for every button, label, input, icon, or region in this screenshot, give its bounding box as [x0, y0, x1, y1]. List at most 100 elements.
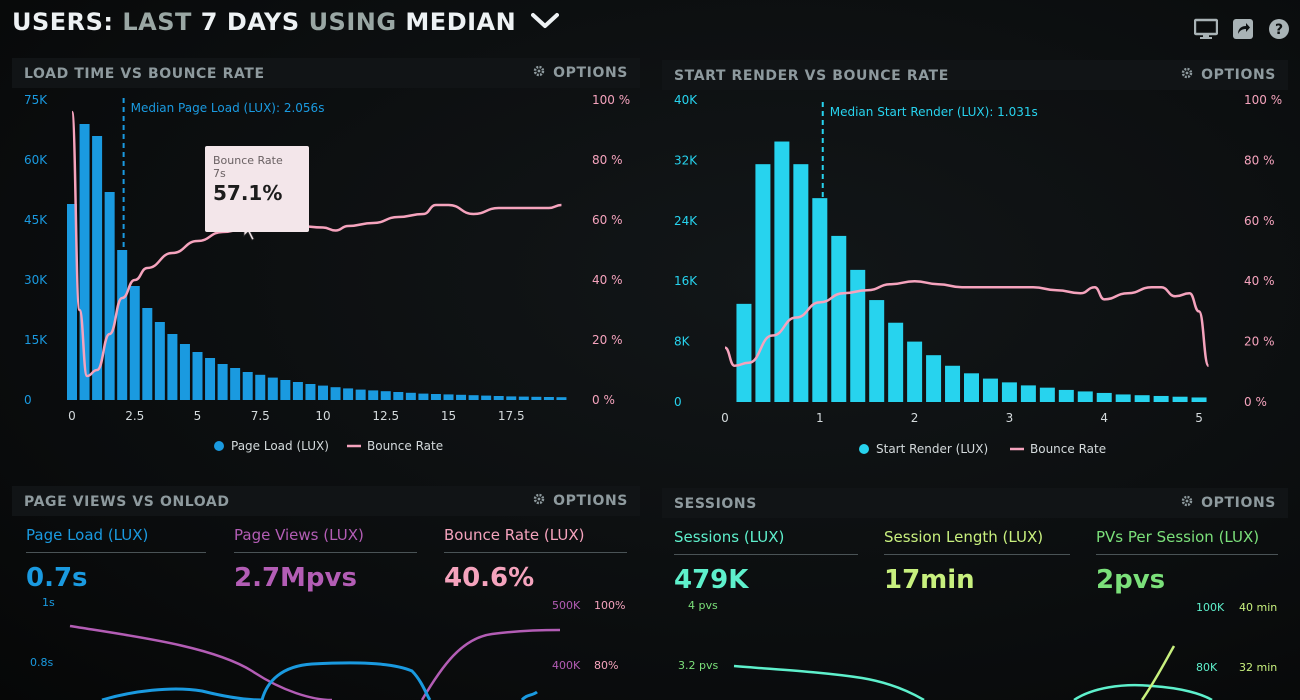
y2-tick-label: 60 % — [1244, 214, 1275, 228]
metric-label: Sessions (LUX) — [674, 528, 858, 555]
bounce-rate-line — [420, 628, 561, 700]
bar — [481, 395, 492, 400]
panel-title: PAGE VIEWS VS ONLOAD — [24, 494, 230, 510]
share-icon[interactable] — [1232, 18, 1254, 44]
bar — [230, 368, 241, 400]
bar — [1077, 391, 1093, 402]
bar — [736, 303, 752, 402]
bar — [255, 374, 266, 400]
options-button[interactable]: OPTIONS — [1181, 495, 1276, 511]
header-range[interactable]: 7 DAYS — [200, 8, 300, 36]
bar — [393, 392, 404, 400]
y-tick-label: 0 — [24, 393, 32, 407]
chart-tooltip: Bounce Rate 7s 57.1% — [205, 146, 309, 232]
metric-sessions[interactable]: Sessions (LUX) 479K — [674, 528, 858, 595]
panel-header: START RENDER VS BOUNCE RATE OPTIONS — [662, 60, 1288, 90]
y2-tick-label: 100 % — [1244, 93, 1282, 107]
monitor-icon[interactable] — [1193, 18, 1219, 44]
metric-page-load[interactable]: Page Load (LUX) 0.7s — [26, 526, 206, 593]
axis-label-right: 32 min — [1239, 661, 1278, 674]
axis-label-left: 4 pvs — [688, 599, 718, 612]
bar — [355, 389, 366, 400]
metric-value: 0.7s — [26, 563, 88, 593]
bar — [1172, 396, 1188, 402]
page-views-panel: PAGE VIEWS VS ONLOAD OPTIONS Page Load (… — [12, 486, 640, 700]
help-icon[interactable]: ? — [1268, 18, 1290, 44]
chevron-down-icon[interactable] — [531, 8, 560, 36]
page-header[interactable]: USERS: LAST 7 DAYS USING MEDIAN — [12, 8, 560, 36]
bar — [518, 396, 529, 400]
metric-value: 2.7Mpvs — [234, 563, 357, 593]
bar — [456, 394, 467, 400]
gear-icon — [533, 65, 545, 81]
page-views-line — [69, 624, 333, 700]
bar — [831, 235, 847, 402]
x-tick-label: 0 — [68, 409, 76, 423]
options-button[interactable]: OPTIONS — [1181, 67, 1276, 83]
metric-page-views[interactable]: Page Views (LUX) 2.7Mpvs — [234, 526, 417, 593]
bar — [468, 395, 479, 400]
legend-marker — [859, 444, 869, 454]
header-last: LAST — [122, 8, 192, 36]
gear-icon — [1181, 495, 1193, 511]
options-button[interactable]: OPTIONS — [533, 493, 628, 509]
y-tick-label: 0 — [674, 395, 682, 409]
options-label: OPTIONS — [1201, 67, 1276, 83]
y-tick-label: 45K — [24, 213, 48, 227]
median-label: Median Page Load (LUX): 2.056s — [131, 101, 325, 115]
y2-tick-label: 40 % — [1244, 274, 1275, 288]
metric-label: Page Views (LUX) — [234, 526, 417, 553]
panel-header: SESSIONS OPTIONS — [662, 488, 1288, 518]
panel-title: LOAD TIME VS BOUNCE RATE — [24, 66, 265, 82]
bar — [104, 192, 115, 400]
bar — [79, 124, 90, 400]
legend-label: Page Load (LUX) — [231, 439, 329, 453]
metric-label: Session Length (LUX) — [884, 528, 1070, 555]
tooltip-title: Bounce Rate — [213, 154, 283, 167]
axis-label-mid: 500K — [552, 599, 581, 612]
bar — [1153, 395, 1169, 402]
page-views-chart — [69, 624, 561, 700]
bar — [926, 355, 942, 402]
x-tick-label: 1 — [816, 411, 824, 425]
bar — [543, 397, 554, 400]
header-stat[interactable]: MEDIAN — [405, 8, 517, 36]
axis-label-right: 100% — [594, 599, 626, 612]
metric-session-length[interactable]: Session Length (LUX) 17min — [884, 528, 1070, 595]
options-button[interactable]: OPTIONS — [533, 65, 628, 81]
y-tick-label: 60K — [24, 153, 48, 167]
x-tick-label: 12.5 — [372, 409, 399, 423]
x-tick-label: 0 — [721, 411, 729, 425]
bounce-rate-line — [724, 279, 1210, 368]
axis-label-mid: 80K — [1196, 661, 1218, 674]
sessions-chart — [733, 645, 1213, 700]
legend-label: Bounce Rate — [367, 439, 443, 453]
metric-pvs-per-session[interactable]: PVs Per Session (LUX) 2pvs — [1096, 528, 1278, 595]
bar — [368, 390, 379, 400]
sessions-panel: SESSIONS OPTIONS Sessions (LUX) 479K Ses… — [662, 488, 1288, 700]
x-tick-label: 5 — [1195, 411, 1203, 425]
x-tick-label: 5 — [194, 409, 202, 423]
bar — [380, 391, 391, 400]
tooltip-sub: 7s — [213, 167, 226, 180]
bar — [129, 286, 140, 400]
load-time-chart: 0 15K 30K 45K 60K 75K 0 % 20 % 40 % 60 % 80 % 100 %… — [24, 93, 630, 453]
bar — [774, 141, 790, 402]
y2-tick-label: 80 % — [1244, 153, 1275, 167]
bar — [179, 344, 190, 400]
y2-tick-label: 20 % — [1244, 335, 1275, 349]
x-tick-label: 10 — [315, 409, 330, 423]
top-icons: ? — [1193, 18, 1290, 44]
y-tick-label: 75K — [24, 93, 48, 107]
bar — [869, 300, 885, 402]
legend-label: Bounce Rate — [1030, 442, 1106, 456]
axis-label-left: 1s — [42, 596, 55, 609]
legend-label: Start Render (LUX) — [876, 442, 988, 456]
bar — [1191, 397, 1207, 402]
y-tick-label: 32K — [674, 153, 698, 167]
options-label: OPTIONS — [553, 65, 628, 81]
axis-label-right: 40 min — [1239, 601, 1278, 614]
bar — [1039, 387, 1055, 402]
metric-bounce-rate[interactable]: Bounce Rate (LUX) 40.6% — [444, 526, 627, 593]
load-time-panel: LOAD TIME VS BOUNCE RATE OPTIONS 0 15K 30K… — [12, 58, 640, 470]
